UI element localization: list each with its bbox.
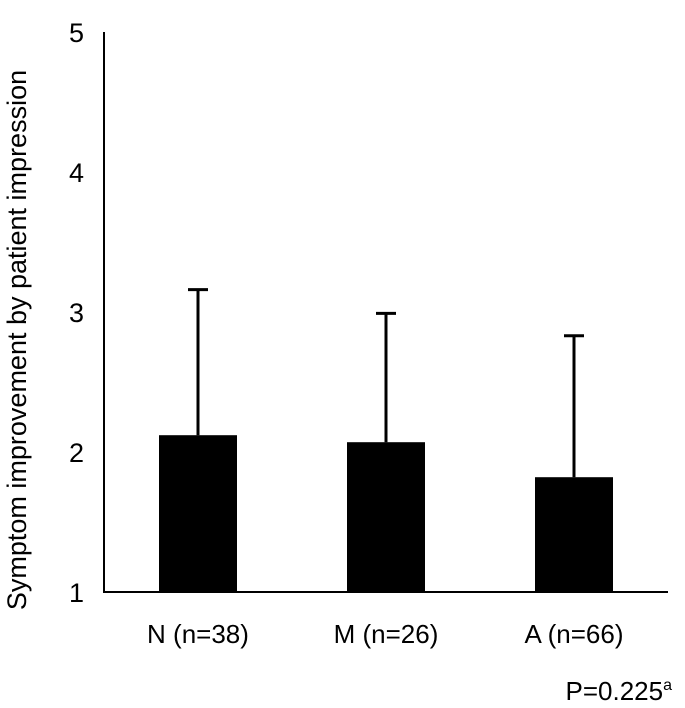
- y-axis-ticks: 1 2 3 4 5: [69, 18, 84, 608]
- bars: [159, 435, 613, 592]
- p-value-text: P=0.225: [566, 676, 664, 706]
- x-tick-label: N (n=38): [147, 619, 249, 649]
- bar: [347, 442, 425, 592]
- y-tick-label: 1: [69, 578, 84, 608]
- x-tick-label: M (n=26): [334, 619, 439, 649]
- y-tick-label: 4: [69, 158, 84, 188]
- x-tick-label: A (n=66): [524, 619, 623, 649]
- bar: [535, 477, 613, 592]
- y-tick-label: 3: [69, 298, 84, 328]
- p-value-superscript: a: [663, 677, 672, 694]
- y-tick-label: 2: [69, 438, 84, 468]
- y-axis-label: Symptom improvement by patient impressio…: [2, 70, 32, 610]
- y-tick-label: 5: [69, 18, 84, 48]
- bar: [159, 435, 237, 592]
- x-axis-labels: N (n=38) M (n=26) A (n=66): [147, 619, 623, 649]
- p-value-annotation: P=0.225a: [566, 676, 673, 706]
- error-bars: [188, 288, 584, 478]
